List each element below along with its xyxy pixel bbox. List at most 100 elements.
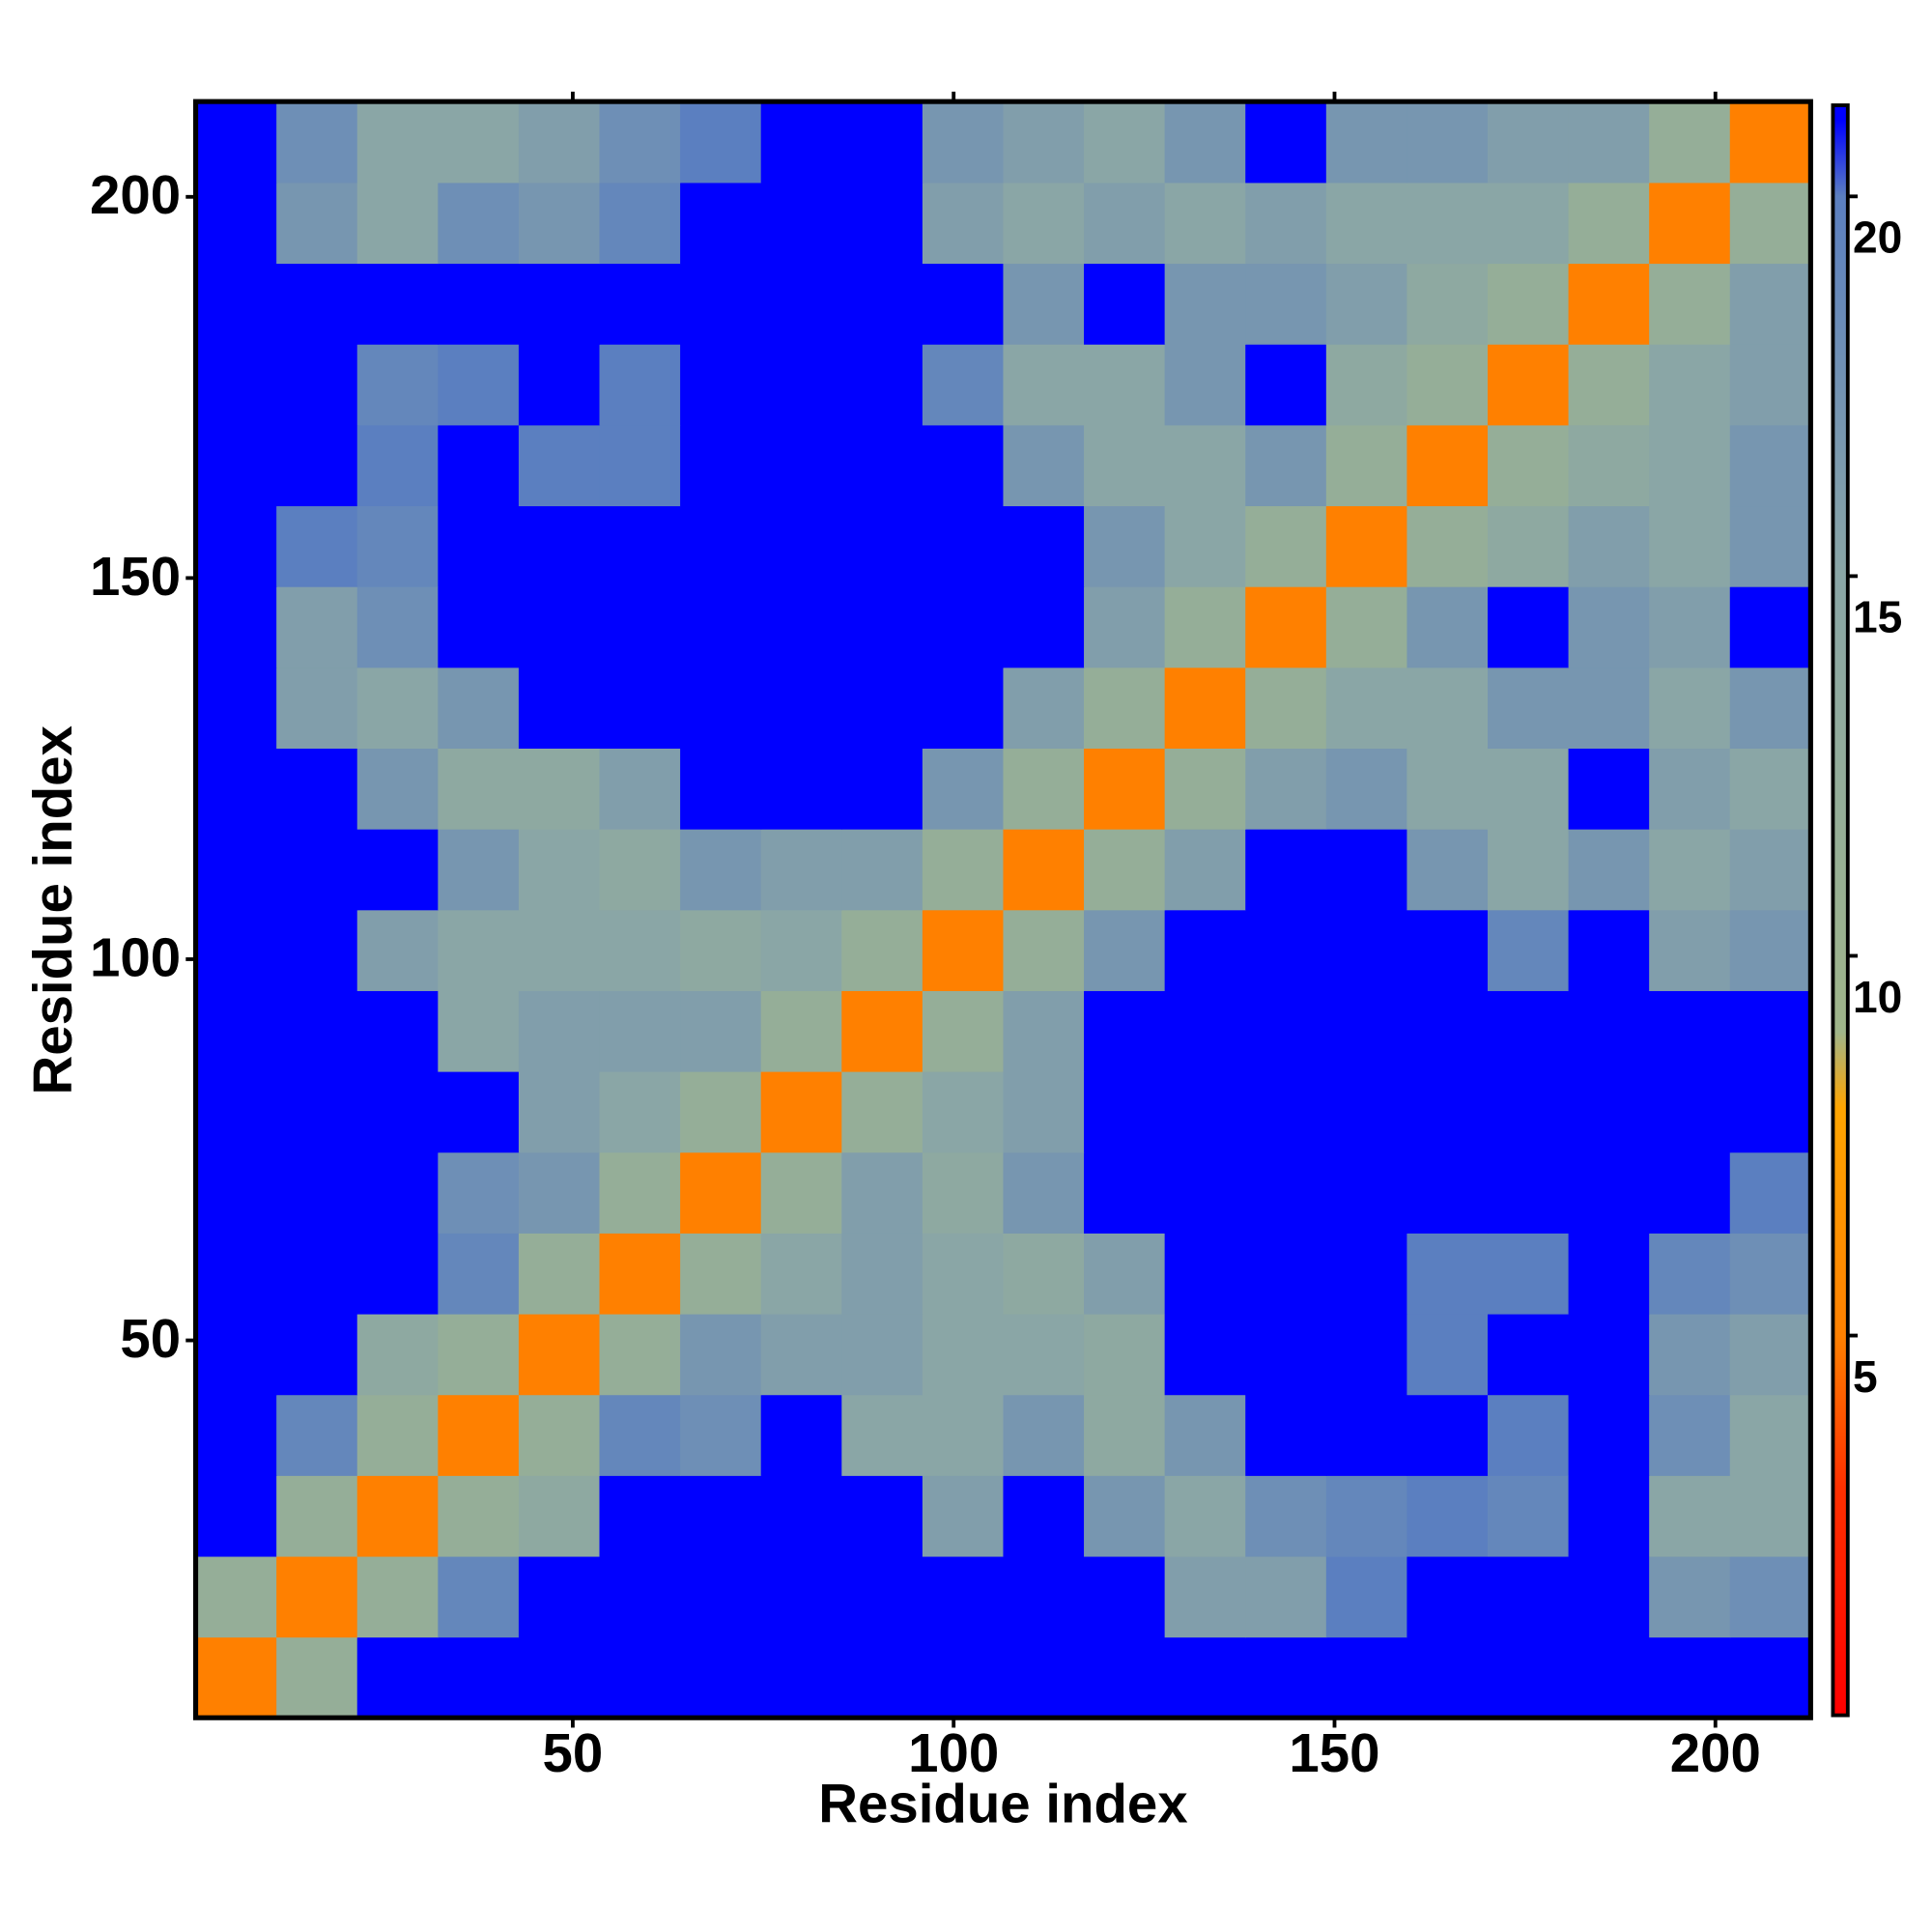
heatmap-cell — [1003, 748, 1085, 830]
heatmap-cell — [438, 505, 520, 587]
heatmap-cell — [1406, 1233, 1489, 1315]
heatmap-cell — [1568, 263, 1650, 345]
heatmap-cell — [1568, 829, 1650, 911]
heatmap-cell — [680, 344, 762, 426]
heatmap-cell — [1729, 344, 1811, 426]
heatmap-cell — [841, 1555, 923, 1638]
heatmap-cell — [1084, 586, 1166, 668]
heatmap-cell — [1003, 1555, 1085, 1638]
heatmap-cell — [1245, 101, 1327, 184]
heatmap-cell — [1568, 1313, 1650, 1396]
heatmap-cell — [599, 1555, 681, 1638]
heatmap-cell — [1406, 1151, 1489, 1234]
heatmap-cell — [1406, 586, 1489, 668]
heatmap-cell — [276, 1394, 358, 1476]
heatmap-cell — [922, 586, 1005, 668]
heatmap-cell — [1568, 424, 1650, 507]
heatmap-cell — [922, 909, 1005, 991]
heatmap-cell — [760, 505, 842, 587]
heatmap-cell — [195, 1313, 277, 1396]
heatmap-cell — [195, 748, 277, 830]
heatmap-cell — [760, 1070, 842, 1153]
heatmap-cell — [1245, 1070, 1327, 1153]
heatmap-cell — [1325, 1394, 1408, 1476]
heatmap-cell — [599, 344, 681, 426]
heatmap-cell — [276, 748, 358, 830]
heatmap-cell — [1084, 263, 1166, 345]
heatmap-cell — [1406, 1636, 1489, 1719]
heatmap-cell — [356, 1070, 439, 1153]
heatmap-cell — [356, 990, 439, 1072]
heatmap-cell — [1164, 829, 1246, 911]
colorbar-tick-label: 20 — [1853, 213, 1902, 263]
heatmap-cell — [356, 1233, 439, 1315]
heatmap-cell — [1325, 1151, 1408, 1234]
x-tick-label: 150 — [1289, 1722, 1379, 1783]
heatmap-cell — [1649, 990, 1731, 1072]
heatmap-cell — [195, 263, 277, 345]
heatmap-cell — [1084, 829, 1166, 911]
heatmap-cell — [195, 344, 277, 426]
heatmap-cell — [1729, 829, 1811, 911]
heatmap-cell — [1003, 505, 1085, 587]
heatmap-cell — [760, 586, 842, 668]
heatmap-cell — [1729, 990, 1811, 1072]
heatmap-cell — [922, 101, 1005, 184]
heatmap-cell — [1568, 101, 1650, 184]
heatmap-cell — [195, 1233, 277, 1315]
heatmap-cell — [922, 182, 1005, 265]
heatmap-cell — [195, 829, 277, 911]
heatmap-cell — [680, 263, 762, 345]
heatmap-cell — [1003, 829, 1085, 911]
heatmap-cell — [1729, 909, 1811, 991]
heatmap-cell — [599, 667, 681, 749]
heatmap-cell — [438, 1313, 520, 1396]
heatmap-cell — [1487, 829, 1570, 911]
heatmap-cell — [760, 1636, 842, 1719]
heatmap-cell — [1164, 424, 1246, 507]
heatmap-cell — [1164, 909, 1246, 991]
heatmap-cell — [438, 344, 520, 426]
heatmap-cell — [1164, 667, 1246, 749]
colorbar — [1831, 103, 1850, 1718]
heatmap-cell — [1245, 1233, 1327, 1315]
heatmap-cell — [195, 667, 277, 749]
heatmap-cell — [276, 424, 358, 507]
heatmap-cell — [356, 424, 439, 507]
heatmap-cell — [438, 101, 520, 184]
heatmap-cell — [760, 424, 842, 507]
heatmap-cell — [1164, 182, 1246, 265]
heatmap-cell — [1084, 424, 1166, 507]
heatmap-cell — [356, 909, 439, 991]
heatmap-cell — [1406, 748, 1489, 830]
heatmap-cell — [1649, 909, 1731, 991]
heatmap-cell — [1649, 1394, 1731, 1476]
heatmap-cell — [276, 1636, 358, 1719]
heatmap-cell — [276, 1233, 358, 1315]
heatmap-cell — [1164, 1475, 1246, 1557]
heatmap-cell — [1245, 1151, 1327, 1234]
heatmap-cell — [760, 344, 842, 426]
heatmap-cell — [599, 990, 681, 1072]
heatmap-cell — [1003, 1475, 1085, 1557]
heatmap-cell — [1729, 1151, 1811, 1234]
heatmap-cell — [1003, 263, 1085, 345]
heatmap-cell — [599, 829, 681, 911]
heatmap-cell — [680, 909, 762, 991]
heatmap-cell — [518, 1636, 601, 1719]
heatmap-cell — [680, 505, 762, 587]
heatmap-cell — [1487, 101, 1570, 184]
heatmap-cell — [1649, 1555, 1731, 1638]
heatmap-cell — [841, 101, 923, 184]
heatmap-cell — [1406, 1555, 1489, 1638]
heatmap-cell — [1245, 344, 1327, 426]
heatmap-cell — [1164, 101, 1246, 184]
heatmap-cell — [195, 1636, 277, 1719]
heatmap-cell — [680, 1475, 762, 1557]
heatmap-cell — [922, 1233, 1005, 1315]
heatmap-cell — [841, 1313, 923, 1396]
heatmap-cell — [276, 829, 358, 911]
heatmap-cell — [922, 990, 1005, 1072]
heatmap-cell — [760, 990, 842, 1072]
heatmap-cell — [1164, 748, 1246, 830]
